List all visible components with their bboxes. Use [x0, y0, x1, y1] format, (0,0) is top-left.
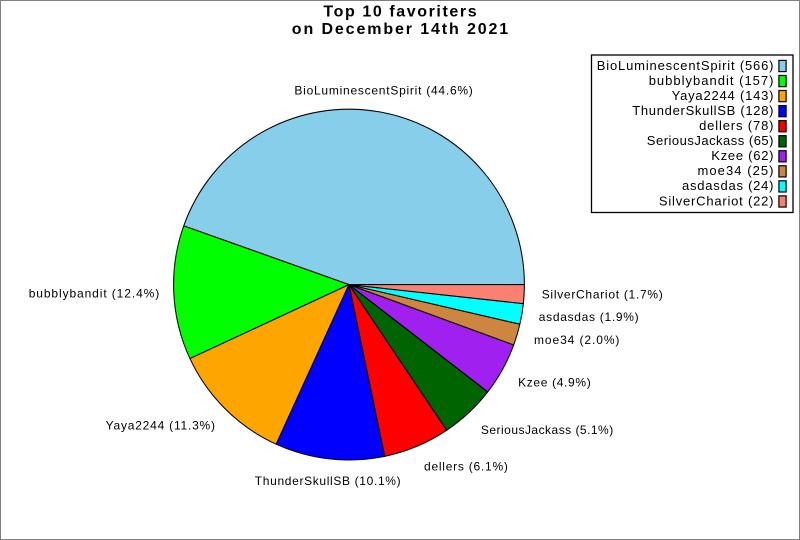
- svg-text:dellers (6.1%): dellers (6.1%): [424, 460, 508, 474]
- svg-text:BioLuminescentSpirit (44.6%): BioLuminescentSpirit (44.6%): [294, 84, 472, 98]
- svg-text:Kzee (62): Kzee (62): [711, 148, 773, 163]
- svg-text:ThunderSkullSB (10.1%): ThunderSkullSB (10.1%): [255, 474, 401, 488]
- svg-text:moe34 (25): moe34 (25): [698, 163, 774, 178]
- svg-text:moe34 (2.0%): moe34 (2.0%): [534, 333, 619, 347]
- svg-text:Yaya2244 (143): Yaya2244 (143): [672, 88, 774, 103]
- svg-text:ThunderSkullSB (128): ThunderSkullSB (128): [632, 103, 773, 118]
- svg-text:dellers (78): dellers (78): [699, 118, 773, 133]
- svg-text:SeriousJackass (5.1%): SeriousJackass (5.1%): [481, 423, 613, 437]
- svg-text:SilverChariot (22): SilverChariot (22): [659, 193, 774, 208]
- svg-text:asdasdas (24): asdasdas (24): [682, 178, 774, 193]
- svg-text:SilverChariot (1.7%): SilverChariot (1.7%): [542, 288, 663, 302]
- svg-text:asdasdas (1.9%): asdasdas (1.9%): [539, 310, 639, 324]
- svg-text:bubblybandit (12.4%): bubblybandit (12.4%): [29, 287, 160, 301]
- svg-text:BioLuminescentSpirit (566): BioLuminescentSpirit (566): [597, 58, 774, 73]
- svg-text:Top 10 favoriters: Top 10 favoriters: [323, 3, 476, 20]
- svg-text:Yaya2244 (11.3%): Yaya2244 (11.3%): [106, 419, 215, 433]
- svg-text:SeriousJackass (65): SeriousJackass (65): [647, 133, 774, 148]
- svg-text:bubblybandit (157): bubblybandit (157): [649, 73, 774, 88]
- svg-text:on December 14th 2021: on December 14th 2021: [292, 21, 508, 38]
- svg-text:Kzee (4.9%): Kzee (4.9%): [518, 376, 591, 390]
